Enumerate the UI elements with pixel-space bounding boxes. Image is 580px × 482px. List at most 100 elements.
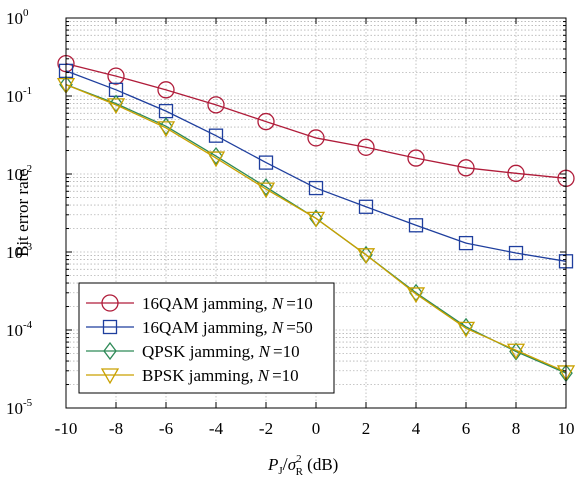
y-axis-label: Bit error rate [13, 169, 32, 257]
legend-row: 16QAM jamming, N =10 [86, 294, 313, 313]
series-4-point [106, 98, 126, 115]
series-4-point [356, 248, 376, 265]
x-tick-label: 8 [512, 419, 521, 438]
legend-marker [102, 319, 118, 335]
x-label-p: P [267, 455, 278, 474]
legend-label-n: N [258, 342, 272, 361]
series-1-line [65, 63, 567, 179]
series-3-point [209, 146, 223, 166]
series-2-point [508, 245, 524, 261]
legend-marker [100, 368, 120, 385]
x-tick-label: -4 [209, 419, 224, 438]
x-tick-label: -10 [55, 419, 78, 438]
tick-marks [65, 17, 567, 409]
legend-label-n-value: =10 [286, 294, 313, 313]
x-tick-label: 4 [412, 419, 421, 438]
series-4-point [156, 121, 176, 138]
legend-label: 16QAM jamming, N =10 [142, 294, 313, 313]
series-1-point [107, 67, 125, 85]
legend-label: 16QAM jamming, N =50 [142, 318, 313, 337]
legend-label-n-value: =50 [286, 318, 313, 337]
legend-label-n-value: =10 [272, 366, 299, 385]
series-2-point [458, 235, 474, 251]
x-tick-labels: -10 -8 -6 -4 -2 0 2 4 6 8 10 [55, 419, 575, 438]
x-label-unit: (dB) [303, 455, 338, 474]
y-tick-base: 10 [6, 87, 23, 106]
x-label-sigma: σ [288, 455, 297, 474]
legend-label-n: N [257, 366, 271, 385]
series-3-point [459, 317, 473, 336]
series-4-point [506, 343, 526, 360]
legend-label: BPSK jamming, N =10 [142, 366, 299, 385]
y-tick-label: 100 [6, 7, 29, 28]
y-tick-exponent: -5 [23, 397, 33, 409]
series-1-point [257, 112, 275, 131]
legend-row: QPSK jamming, N =10 [86, 341, 300, 361]
y-tick-exponent: -3 [23, 241, 33, 253]
x-tick-label: 2 [362, 419, 371, 438]
y-tick-base: 10 [6, 321, 23, 340]
legend-marker [101, 294, 119, 312]
series-1-point [507, 164, 525, 182]
series-3-point [259, 177, 273, 197]
series-1-point [457, 159, 475, 177]
y-tick-label: 10-2 [6, 163, 32, 184]
series-2-point [358, 199, 374, 214]
legend-label-n: N [271, 294, 285, 313]
y-tick-exponent: 0 [23, 7, 29, 19]
y-tick-exponent: -1 [23, 85, 32, 97]
x-label-sigma-sup: 2 [296, 453, 302, 465]
series-4-point [306, 211, 326, 228]
y-tick-label: 10-3 [6, 241, 33, 262]
x-label-sigma-sub: R [296, 466, 304, 478]
series-4-point [456, 321, 476, 338]
series-4-point [206, 151, 226, 168]
series-2-line [65, 70, 567, 262]
y-tick-base: 10 [6, 165, 23, 184]
x-tick-label: 0 [312, 419, 321, 438]
legend-label-text: BPSK jamming, [142, 366, 258, 385]
y-tick-base: 10 [6, 9, 23, 28]
legend-label-text: QPSK jamming, [142, 342, 259, 361]
series-2-point [308, 180, 324, 196]
series-2-point [408, 218, 424, 233]
y-tick-base: 10 [6, 243, 23, 262]
x-tick-label: 6 [462, 419, 471, 438]
legend-label: QPSK jamming, N =10 [142, 342, 300, 361]
y-tick-label: 10-5 [6, 397, 33, 418]
x-axis-label: PJ/σ2 R (dB) [267, 453, 338, 478]
legend-label-text: 16QAM jamming, [142, 294, 272, 313]
y-tick-label: 10-4 [6, 319, 33, 340]
legend-row: BPSK jamming, N =10 [86, 366, 299, 385]
series-1 [57, 54, 575, 187]
legend-label-n: N [271, 318, 285, 337]
legend-label-text: 16QAM jamming, [142, 318, 272, 337]
series-1-point [357, 138, 375, 156]
series-4-line [65, 83, 567, 373]
series-1-point [307, 129, 325, 147]
series-1-point [407, 149, 425, 167]
y-tick-exponent: -4 [23, 319, 33, 331]
legend-marker [103, 341, 117, 361]
series-2-point [258, 155, 274, 170]
series-1-point [207, 96, 225, 114]
x-label-slash: / [283, 454, 288, 474]
x-tick-label: -6 [159, 419, 173, 438]
series-4-point [256, 182, 276, 199]
y-tick-exponent: -2 [23, 163, 32, 175]
series-1-point [157, 81, 175, 99]
series-3-point [159, 117, 173, 136]
y-tick-base: 10 [6, 399, 23, 418]
x-tick-label: 10 [558, 419, 575, 438]
series-group [56, 54, 576, 383]
x-tick-label: -8 [109, 419, 123, 438]
legend-row: 16QAM jamming, N =50 [86, 318, 313, 337]
x-label-p-sub: J [278, 465, 283, 477]
series-4-point [406, 287, 426, 304]
x-tick-label: -2 [259, 419, 273, 438]
y-tick-label: 10-1 [6, 85, 32, 106]
series-2-point [208, 128, 224, 143]
